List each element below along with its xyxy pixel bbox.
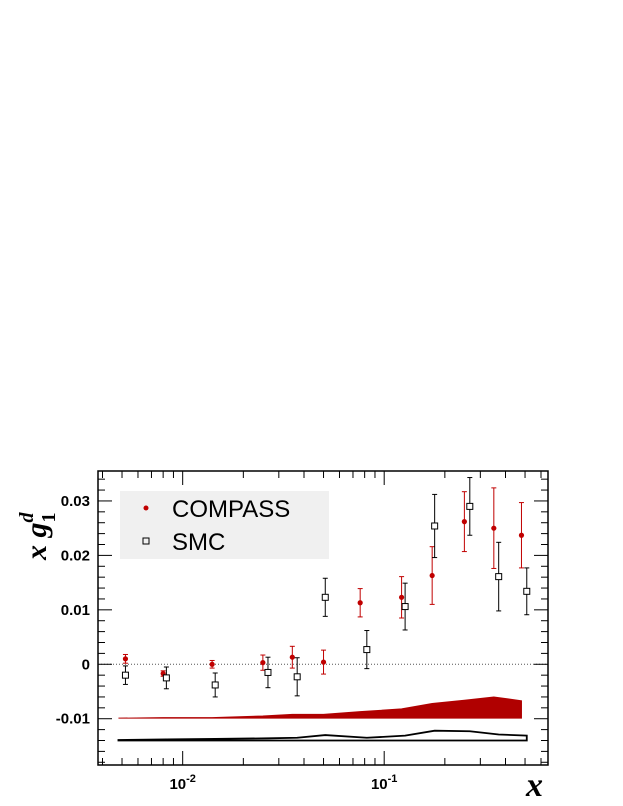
smc-point: [321, 577, 329, 617]
marker-circle: [518, 532, 525, 538]
marker-circle: [122, 656, 129, 662]
marker-circle: [491, 525, 497, 531]
compass-point: [398, 576, 405, 619]
y-axis-title: x g1d: [16, 512, 60, 562]
compass-point: [289, 645, 295, 669]
plot-frame: [97, 470, 549, 766]
legend: COMPASS SMC: [120, 491, 329, 559]
marker-square: [211, 681, 219, 689]
axes: -0.01 0 0.01 0.02 0.03 10-2 10-1: [56, 471, 548, 793]
marker-square: [363, 646, 371, 654]
marker-square: [431, 522, 439, 530]
y-tick-label: 0: [82, 656, 90, 673]
compass-point: [429, 546, 435, 605]
marker-square: [321, 593, 329, 601]
x-tick-label: 10-2: [169, 773, 195, 793]
marker-square: [293, 673, 301, 681]
smc-point: [121, 665, 129, 685]
compass-point: [491, 487, 497, 569]
smc-point: [466, 477, 474, 536]
legend-marker-smc: [142, 537, 150, 545]
y-tick-label: 0.02: [61, 547, 90, 564]
marker-circle: [357, 600, 363, 606]
marker-circle: [209, 661, 215, 667]
compass-point: [122, 653, 129, 664]
smc-point: [293, 657, 301, 697]
smc-point: [264, 656, 272, 689]
smc-point: [211, 672, 219, 698]
systematic-bands: [117, 696, 528, 742]
smc-point: [495, 541, 503, 612]
y-tick-label: -0.01: [56, 711, 90, 728]
legend-label-smc: SMC: [172, 529, 225, 556]
data-points: [121, 477, 531, 698]
x-tick-label: 10-1: [371, 773, 397, 793]
compass-point: [320, 649, 327, 675]
marker-circle: [398, 594, 405, 600]
compass-point: [209, 659, 215, 669]
y-tick-label: 0.01: [61, 602, 90, 619]
marker-circle: [289, 654, 295, 660]
marker-square: [121, 671, 129, 679]
y-tick-label: 0.03: [61, 493, 90, 510]
axis-titles: x x g1d: [16, 512, 543, 805]
x-axis-title: x: [525, 767, 543, 804]
marker-square: [162, 674, 170, 682]
smc-point: [523, 567, 531, 616]
smc-point: [162, 666, 170, 690]
plot-area: [97, 470, 549, 766]
marker-square: [523, 587, 531, 595]
compass-point: [357, 588, 363, 618]
smc-point: [363, 630, 371, 670]
smc-systematic-band: [117, 729, 528, 742]
smc-point: [401, 582, 409, 631]
smc-point: [431, 493, 439, 559]
legend-label-compass: COMPASS: [172, 496, 290, 523]
marker-square: [401, 603, 409, 611]
marker-square: [495, 573, 503, 581]
compass-point: [518, 502, 525, 569]
legend-box: [120, 491, 329, 559]
marker-circle: [320, 659, 327, 665]
compass-point: [461, 491, 467, 553]
marker-square: [264, 668, 272, 676]
marker-circle: [461, 519, 467, 525]
legend-marker-compass: [143, 505, 149, 511]
marker-square: [466, 502, 474, 510]
compass-point: [260, 654, 266, 671]
marker-circle: [260, 660, 266, 666]
compass-systematic-band: [118, 696, 522, 719]
marker-circle: [429, 572, 435, 579]
